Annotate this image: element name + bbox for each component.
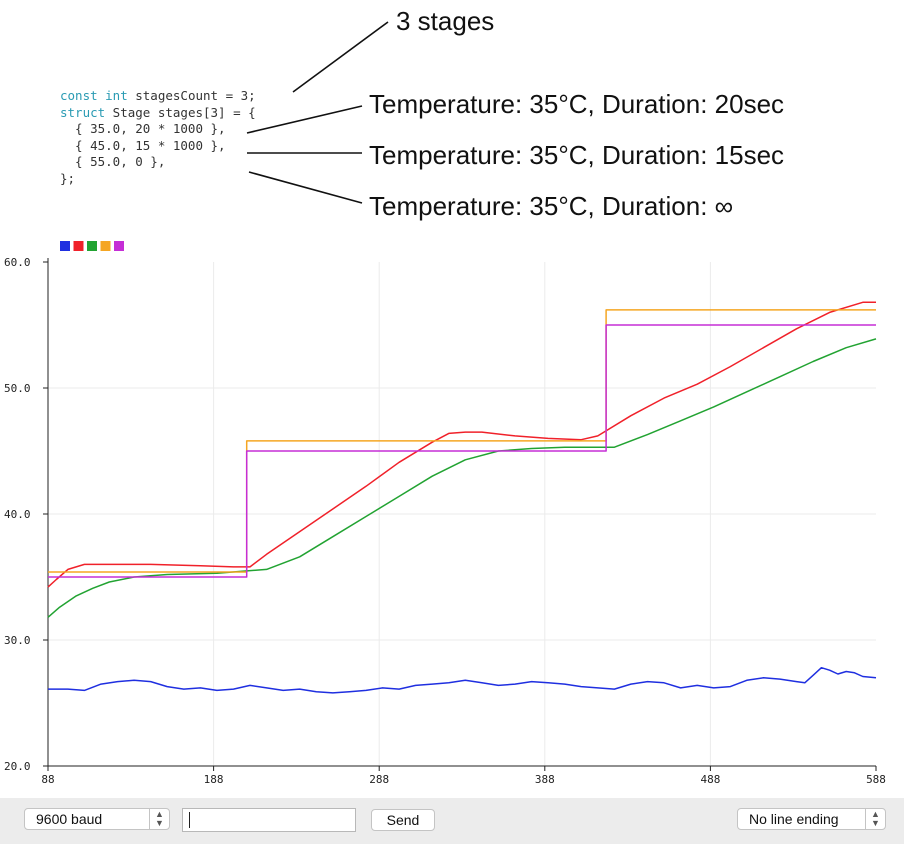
serial-monitor-toolbar: 9600 baud ▲ ▼ Send No line ending ▲ ▼ [0,798,904,844]
chevron-updown-icon: ▲ ▼ [149,809,169,829]
legend-swatch [87,241,97,251]
code-keyword: struct [60,104,106,120]
baud-rate-value: 9600 baud [36,811,103,827]
y-tick-label: 30.0 [4,634,31,647]
x-tick-label: 588 [866,773,886,786]
legend-swatch [100,241,111,251]
series-line-1 [48,666,877,694]
serial-plotter-chart: 20.0 30.0 40.0 50.0 60.0 88 188 288 388 488 588 [4,241,886,786]
x-tick-label: 388 [535,773,555,786]
code-line-6: }; [60,170,76,186]
connector-stage-3 [248,171,363,204]
y-tick-label: 60.0 [4,256,31,269]
y-tick-label: 50.0 [4,382,31,395]
y-tick-label: 40.0 [4,508,31,521]
annotation-stage-2: Temperature: 35°C, Duration: 15sec [369,140,785,170]
code-line-5: { 55.0, 0 }, [60,154,166,169]
line-ending-select[interactable]: No line ending ▲ ▼ [737,808,886,830]
line-ending-value: No line ending [749,811,839,827]
text-caret [189,812,190,829]
x-tick-label: 88 [41,773,54,786]
serial-send-input[interactable] [182,808,356,832]
code-snippet: const int stagesCount = 3; struct Stage s… [60,88,256,187]
code-line-2: struct Stage stages[3] = { [60,105,256,122]
series-line-5 [48,324,876,578]
chevron-updown-icon: ▲ ▼ [865,809,885,829]
series-line-3 [47,338,877,618]
legend-swatch [114,241,124,251]
x-tick-label: 188 [204,773,224,786]
code-line-3: { 35.0, 20 * 1000 }, [60,121,226,136]
code-keyword: const int [60,88,128,103]
y-tick-label: 20.0 [4,760,31,773]
code-line-4: { 45.0, 15 * 1000 }, [60,137,226,153]
chart-grid [48,262,876,766]
annotation-stage-3: Temperature: 35°C, Duration: ∞ [369,191,734,221]
series-line-2 [47,301,876,588]
legend-swatch [73,241,84,251]
chart-axes [47,258,876,767]
send-button[interactable]: Send [371,809,435,831]
connector-stage-1 [246,105,363,134]
code-text: stagesCount = 3; [127,88,256,103]
legend-swatch [60,241,70,251]
x-tick-label: 488 [700,773,720,786]
code-line-1: const int stagesCount = 3; [60,88,256,105]
annotation-connectors [246,21,389,204]
series-line-4 [48,309,876,573]
code-text: Stage stages[3] = { [105,104,256,120]
chart-series [47,301,877,694]
baud-rate-select[interactable]: 9600 baud ▲ ▼ [24,808,170,830]
connector-stages [292,21,389,93]
annotation-stage-1: Temperature: 35°C, Duration: 20sec [369,89,785,119]
chart-ticks: 20.0 30.0 40.0 50.0 60.0 88 188 288 388 488 588 [4,256,886,786]
legend [60,241,124,251]
x-tick-label: 288 [369,773,389,786]
annotation-stages-count: 3 stages [396,6,495,36]
